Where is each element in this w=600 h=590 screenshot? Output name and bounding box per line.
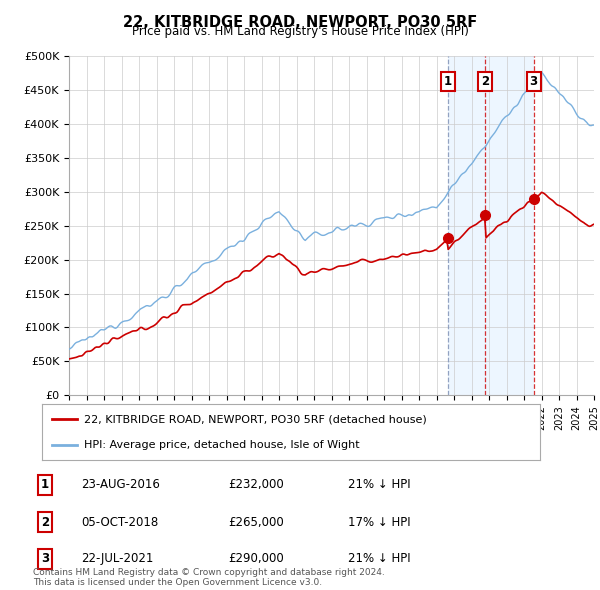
Text: 22-JUL-2021: 22-JUL-2021 [81,552,154,565]
Text: £232,000: £232,000 [228,478,284,491]
Text: 2: 2 [41,516,49,529]
Text: 22, KITBRIDGE ROAD, NEWPORT, PO30 5RF (detached house): 22, KITBRIDGE ROAD, NEWPORT, PO30 5RF (d… [85,414,427,424]
Text: 22, KITBRIDGE ROAD, NEWPORT, PO30 5RF: 22, KITBRIDGE ROAD, NEWPORT, PO30 5RF [123,15,477,30]
Text: HPI: Average price, detached house, Isle of Wight: HPI: Average price, detached house, Isle… [85,440,360,450]
Text: 3: 3 [530,75,538,88]
Text: £265,000: £265,000 [228,516,284,529]
Bar [448,56,533,395]
Text: 3: 3 [41,552,49,565]
Text: Price paid vs. HM Land Registry's House Price Index (HPI): Price paid vs. HM Land Registry's House … [131,25,469,38]
Text: 23-AUG-2016: 23-AUG-2016 [81,478,160,491]
Text: 2: 2 [481,75,489,88]
Text: Contains HM Land Registry data © Crown copyright and database right 2024.
This d: Contains HM Land Registry data © Crown c… [33,568,385,587]
Text: 21% ↓ HPI: 21% ↓ HPI [348,552,410,565]
Text: £290,000: £290,000 [228,552,284,565]
Text: 1: 1 [41,478,49,491]
Text: 21% ↓ HPI: 21% ↓ HPI [348,478,410,491]
Text: 1: 1 [443,75,452,88]
Text: 17% ↓ HPI: 17% ↓ HPI [348,516,410,529]
Text: 05-OCT-2018: 05-OCT-2018 [81,516,158,529]
